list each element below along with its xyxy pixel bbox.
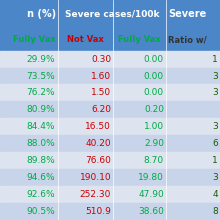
Bar [113, 152, 166, 169]
Bar [166, 51, 220, 68]
Text: 38.60: 38.60 [138, 207, 164, 216]
Text: Fully Vax: Fully Vax [118, 35, 161, 44]
Bar [0, 118, 58, 135]
Text: 40.20: 40.20 [86, 139, 111, 148]
Bar [113, 101, 166, 118]
Text: 6.20: 6.20 [91, 105, 111, 114]
Bar [166, 68, 220, 84]
Bar [166, 135, 220, 152]
Text: 3: 3 [212, 173, 218, 182]
Text: 76.2%: 76.2% [26, 88, 55, 97]
Bar [0, 135, 58, 152]
Text: 0.00: 0.00 [144, 72, 164, 81]
Bar [166, 29, 220, 51]
Text: 3: 3 [212, 122, 218, 131]
Bar [0, 169, 58, 186]
Bar [113, 118, 166, 135]
Bar [113, 186, 166, 203]
Bar [58, 118, 113, 135]
Bar [58, 101, 113, 118]
Text: 89.8%: 89.8% [26, 156, 55, 165]
Text: 8: 8 [212, 207, 218, 216]
Text: 0.00: 0.00 [144, 88, 164, 97]
Bar [166, 203, 220, 220]
Bar [0, 101, 58, 118]
Bar [58, 186, 113, 203]
Text: Fully Vax: Fully Vax [13, 35, 56, 44]
Text: Severe cases/100k: Severe cases/100k [65, 10, 160, 19]
Text: 3: 3 [212, 88, 218, 97]
Text: 8.70: 8.70 [144, 156, 164, 165]
Text: Not Vax: Not Vax [67, 35, 104, 44]
Text: 190.10: 190.10 [79, 173, 111, 182]
Text: 1.50: 1.50 [91, 88, 111, 97]
Bar [0, 29, 58, 51]
Text: 1: 1 [212, 156, 218, 165]
Text: 1.60: 1.60 [91, 72, 111, 81]
Text: 88.0%: 88.0% [26, 139, 55, 148]
Text: 510.9: 510.9 [85, 207, 111, 216]
Bar [113, 84, 166, 101]
Text: 6: 6 [212, 139, 218, 148]
Text: 47.90: 47.90 [138, 190, 164, 199]
Text: 0.00: 0.00 [144, 55, 164, 64]
Text: 94.6%: 94.6% [26, 173, 55, 182]
Bar [0, 203, 58, 220]
Text: Ratio w/: Ratio w/ [168, 35, 207, 44]
Bar [113, 29, 166, 51]
Bar [166, 84, 220, 101]
Text: 3: 3 [212, 72, 218, 81]
Bar [58, 152, 113, 169]
Bar [166, 152, 220, 169]
Text: 90.5%: 90.5% [26, 207, 55, 216]
Bar [58, 29, 113, 51]
Bar [113, 68, 166, 84]
Bar [113, 203, 166, 220]
Bar [113, 135, 166, 152]
Bar [166, 118, 220, 135]
Bar [58, 203, 113, 220]
Bar [58, 0, 166, 29]
Text: 92.6%: 92.6% [26, 190, 55, 199]
Bar [0, 68, 58, 84]
Text: 252.30: 252.30 [80, 190, 111, 199]
Text: n (%): n (%) [27, 9, 56, 19]
Bar [58, 169, 113, 186]
Text: 16.50: 16.50 [85, 122, 111, 131]
Text: 29.9%: 29.9% [26, 55, 55, 64]
Bar [58, 84, 113, 101]
Bar [166, 0, 220, 29]
Text: 76.60: 76.60 [85, 156, 111, 165]
Bar [166, 186, 220, 203]
Bar [58, 135, 113, 152]
Bar [166, 169, 220, 186]
Text: 0.20: 0.20 [144, 105, 164, 114]
Bar [0, 84, 58, 101]
Text: 0.30: 0.30 [91, 55, 111, 64]
Text: 19.80: 19.80 [138, 173, 164, 182]
Bar [0, 51, 58, 68]
Text: 1.00: 1.00 [144, 122, 164, 131]
Text: 2.90: 2.90 [144, 139, 164, 148]
Text: Severe: Severe [168, 9, 207, 19]
Bar [166, 101, 220, 118]
Bar [113, 51, 166, 68]
Text: 84.4%: 84.4% [26, 122, 55, 131]
Text: 80.9%: 80.9% [26, 105, 55, 114]
Text: 1: 1 [212, 55, 218, 64]
Bar [0, 0, 58, 29]
Bar [58, 51, 113, 68]
Bar [58, 68, 113, 84]
Text: 73.5%: 73.5% [26, 72, 55, 81]
Bar [113, 169, 166, 186]
Text: 4: 4 [212, 190, 218, 199]
Bar [0, 152, 58, 169]
Bar [0, 186, 58, 203]
